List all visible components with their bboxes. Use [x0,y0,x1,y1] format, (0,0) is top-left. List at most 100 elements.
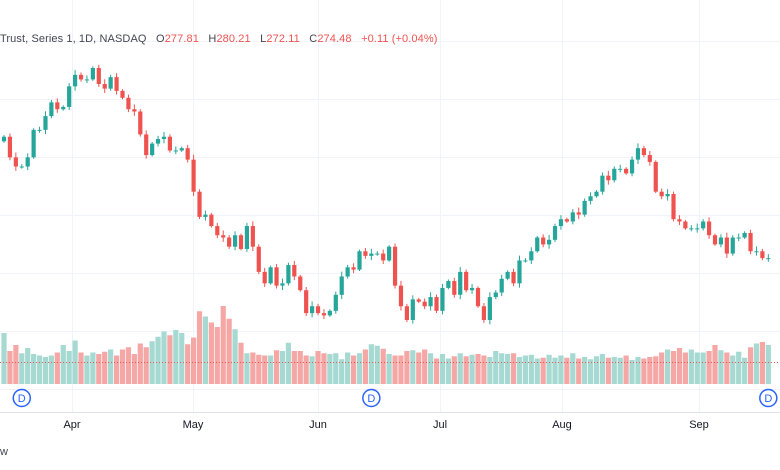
candle [641,145,646,158]
candle [624,167,629,175]
candle-body [748,232,753,252]
candle-body [706,221,712,236]
candle [600,172,605,195]
candle [73,70,78,91]
candle-body [683,221,688,229]
volume-bar [665,349,671,384]
volume-bar [676,348,683,384]
candle-body [624,168,629,174]
x-tick-label: Jun [309,419,327,431]
candle-body [268,267,273,284]
candle [404,303,409,323]
candle [493,290,498,300]
candle-body [618,168,623,170]
candle-body [120,90,125,98]
close-value: 274.48 [317,33,352,45]
candle [576,207,581,219]
volume-bar [202,316,209,384]
candle-body [19,166,24,168]
candle-body [689,228,694,230]
candle-body [221,235,226,238]
volume-bar [736,351,742,384]
volume-bar [605,357,611,384]
candle [138,109,143,137]
dividend-marker[interactable]: D [12,388,32,408]
volume-bar [119,349,126,384]
candle-body [357,251,362,270]
volume-bar [232,329,238,384]
candle [7,133,13,161]
high-label: H [208,33,217,45]
volume-bar [617,357,623,384]
close-label: C [309,33,318,45]
candle [274,264,279,289]
x-tick-label: Jul [433,419,447,431]
volume-bar [25,348,31,384]
candle-body [138,111,143,135]
candle-body [333,294,338,311]
volume-bar [250,352,256,384]
candle-body [481,306,487,320]
volume-bar [682,352,688,384]
candle-body [351,267,356,270]
candle [298,274,303,292]
candle [179,146,184,152]
volume-bar [404,351,410,384]
candle [440,283,445,315]
volume-bar [670,351,677,384]
candle-body [327,310,332,316]
candle-body [505,271,510,279]
low-value: 272.11 [266,33,300,45]
candle [268,265,273,285]
volume-bar [191,337,197,384]
dividend-marker[interactable]: D [362,388,381,408]
candle-body [600,175,605,192]
candle [724,232,729,258]
candle [96,64,101,87]
candle [161,131,167,144]
dividend-circle [759,388,778,408]
volume-bar [688,349,694,384]
candles [1,64,771,325]
volume-bar [765,345,771,384]
candle-body [754,251,759,253]
candle-body [416,299,421,302]
volume-bar [422,349,428,384]
candle-body [304,290,309,314]
candle-body [90,68,95,80]
volume-bar [19,353,25,384]
candle [612,166,617,183]
candle [363,248,368,259]
volume-bar [576,358,582,384]
candle [647,151,652,166]
candle-body [552,226,558,240]
candle-body [440,287,445,311]
volume-bar [66,351,72,384]
candle [13,152,18,171]
volume-bar [499,353,505,384]
dividend-marker[interactable]: D [759,388,778,408]
candle [766,254,771,262]
candle-body [369,253,374,256]
volume-bar [226,318,232,384]
volume-bar [730,355,736,384]
ohlc-legend: Trust, Series 1, 1D, NASDAQ O277.81 H280… [0,33,437,45]
volume-bar [558,355,564,384]
candle [410,295,415,324]
candle-body [588,196,593,201]
candle [718,234,724,248]
candle [671,191,676,222]
candle [304,287,309,317]
candle [452,277,457,298]
volume-bar [102,351,108,384]
candle-body [61,106,66,110]
candle-body [232,235,238,247]
candle [428,292,433,311]
volume-bar [505,354,511,384]
candle [1,135,7,143]
candle-body [84,79,90,81]
candle-body [718,237,724,245]
candle [552,223,558,242]
